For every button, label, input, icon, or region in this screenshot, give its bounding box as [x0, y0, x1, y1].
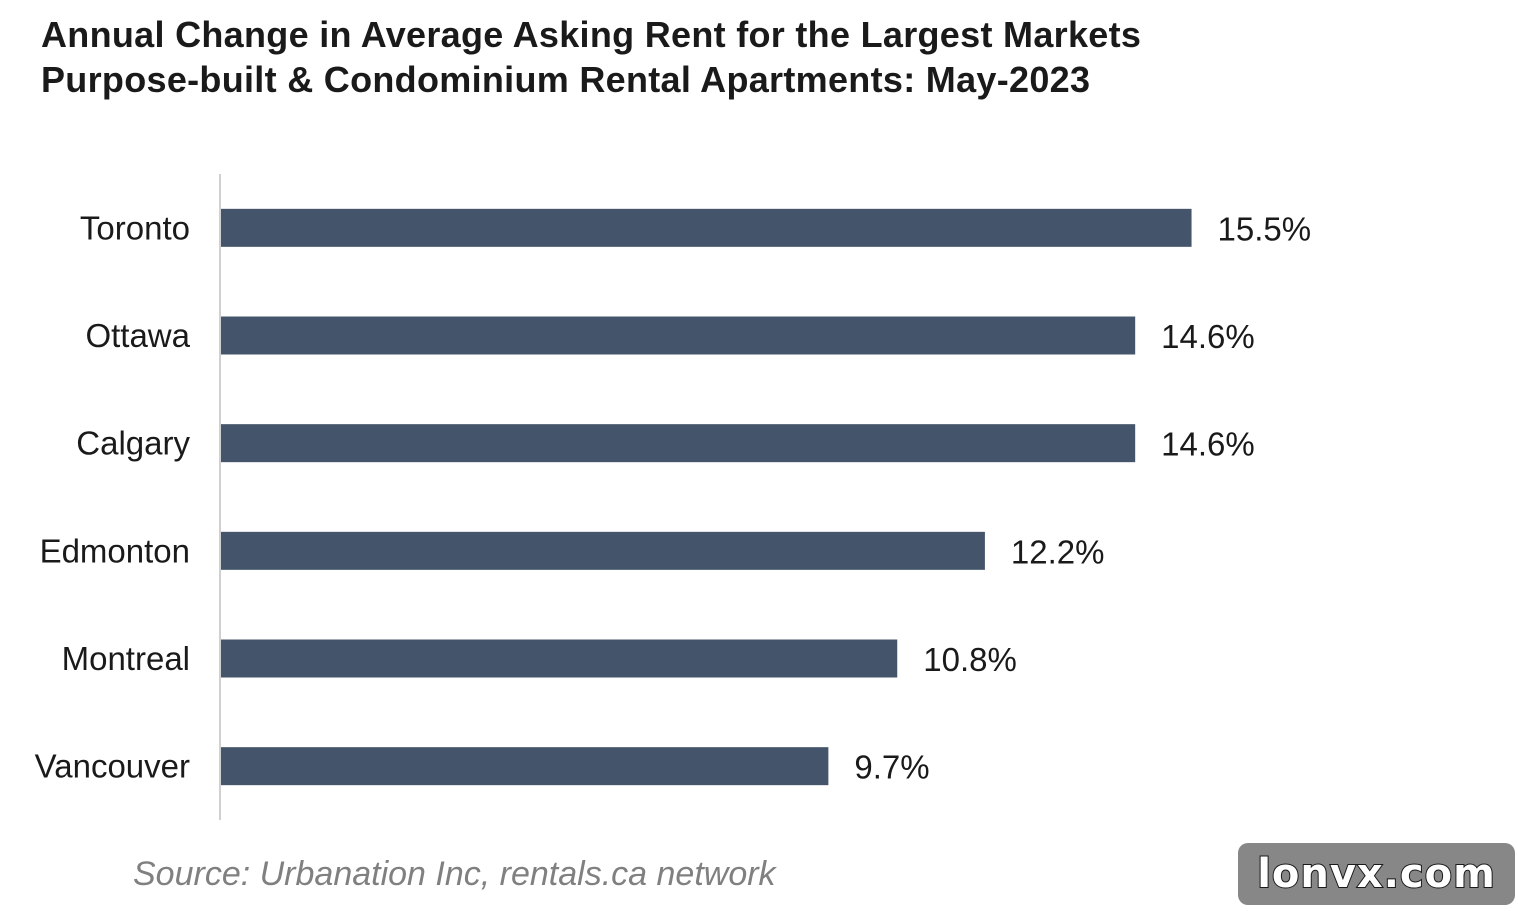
- bar-vancouver: [221, 747, 829, 786]
- bar-toronto: [221, 208, 1192, 247]
- data-label-calgary: 14.6%: [1161, 426, 1255, 463]
- bar-calgary: [221, 424, 1136, 463]
- bar-ottawa: [221, 316, 1136, 355]
- category-label-toronto: Toronto: [80, 209, 190, 246]
- category-label-montreal: Montreal: [62, 640, 190, 677]
- watermark-text: lonvx.com: [1256, 850, 1496, 898]
- data-label-vancouver: 9.7%: [854, 749, 929, 786]
- bar-montreal: [221, 639, 898, 678]
- bar-edmonton: [221, 531, 985, 570]
- source-note: Source: Urbanation Inc, rentals.ca netwo…: [133, 855, 776, 893]
- data-label-toronto: 15.5%: [1218, 210, 1312, 247]
- category-label-vancouver: Vancouver: [35, 748, 190, 785]
- watermark-badge: lonvx.com: [1238, 843, 1515, 905]
- bars-layer: Toronto 15.5% Ottawa 14.6% Calgary 14.6% Edmon…: [35, 208, 1312, 786]
- data-label-ottawa: 14.6%: [1161, 318, 1255, 355]
- category-label-edmonton: Edmonton: [40, 532, 190, 569]
- chart-title-line-1: Annual Change in Average Asking Rent for…: [41, 14, 1142, 55]
- data-label-montreal: 10.8%: [923, 641, 1017, 678]
- bar-chart: Toronto 15.5% Ottawa 14.6% Calgary 14.6% Edmon…: [35, 174, 1312, 820]
- category-label-calgary: Calgary: [76, 425, 190, 462]
- chart-title: Annual Change in Average Asking Rent for…: [41, 12, 1141, 102]
- category-label-ottawa: Ottawa: [85, 317, 190, 354]
- data-label-edmonton: 12.2%: [1011, 533, 1105, 570]
- chart-subtitle: Purpose-built & Condominium Rental Apart…: [41, 59, 1091, 100]
